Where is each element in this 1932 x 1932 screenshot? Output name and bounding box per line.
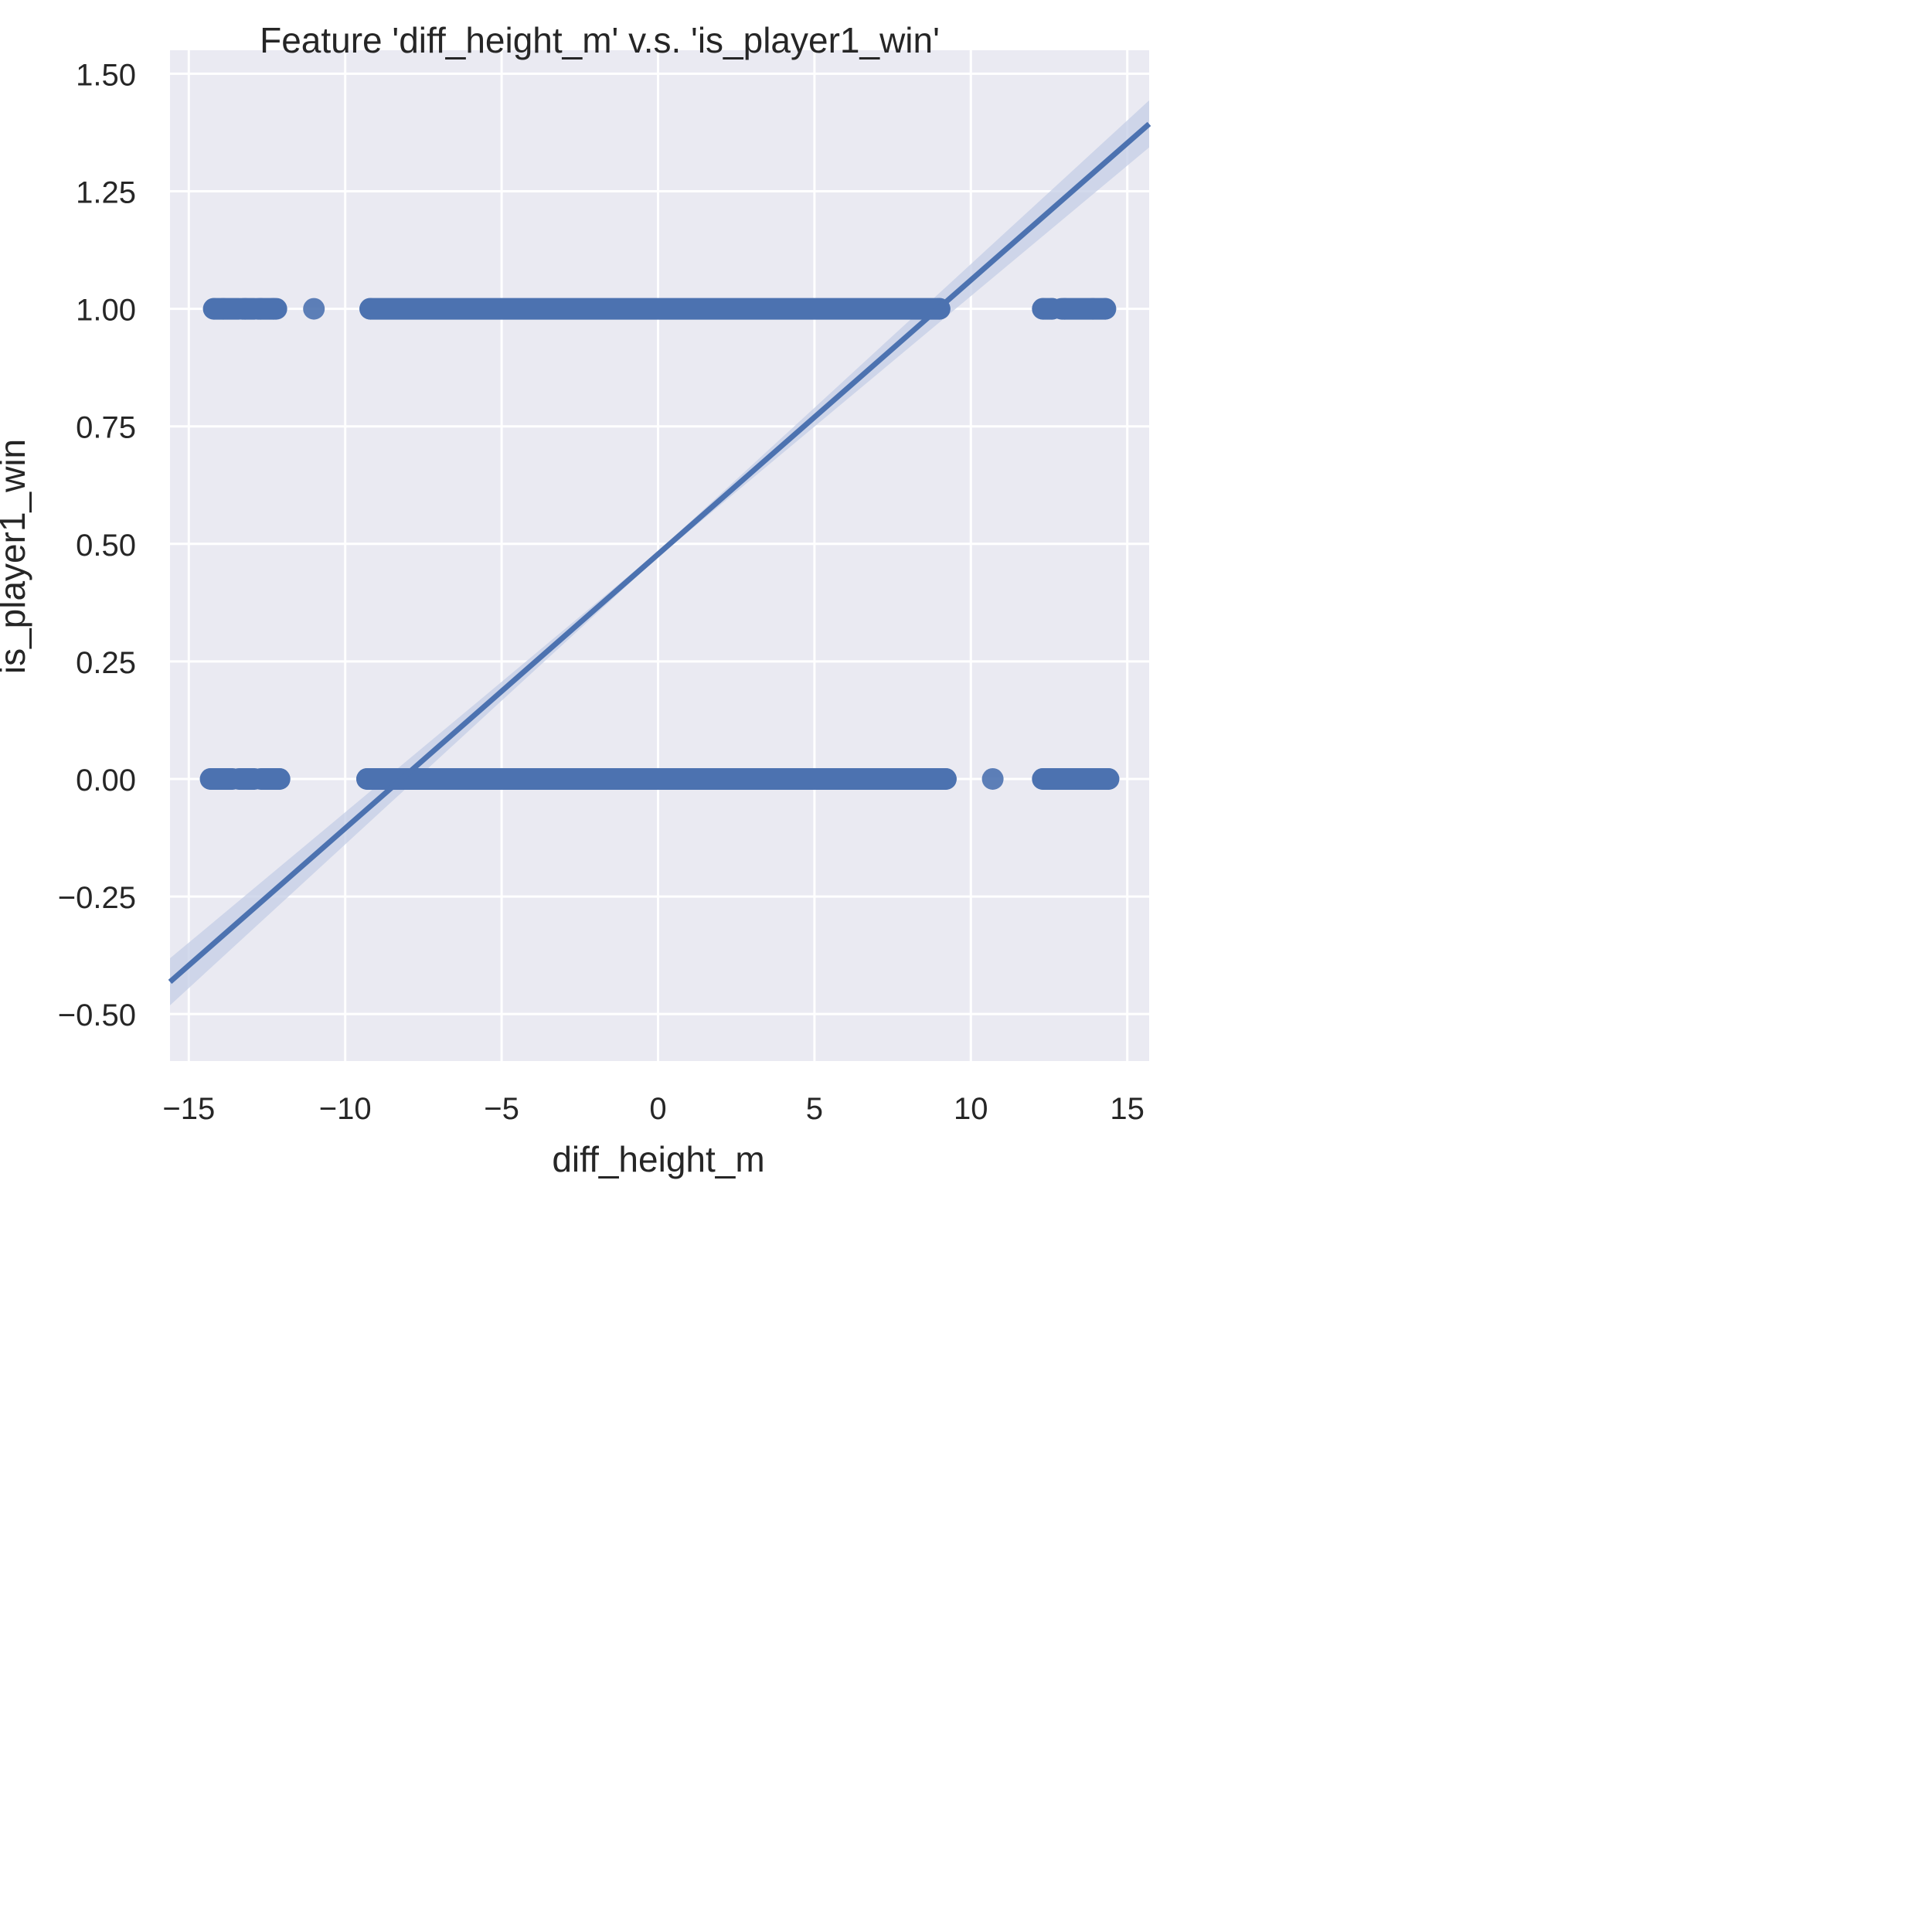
scatter-point [1097,767,1120,790]
scatter-point [359,298,382,320]
x-tick-label: −15 [162,1092,215,1126]
regression-line-layer [168,121,1151,985]
y-axis-label: is_player1_win [0,439,32,674]
scatter-point [215,767,237,790]
x-tick-label: 0 [649,1092,666,1126]
scatter-point [212,298,234,320]
scatter-point [303,298,325,320]
y-tick-label: 0.50 [76,529,136,563]
x-tick-label: −5 [484,1092,519,1126]
x-tick-label: 5 [806,1092,823,1126]
y-tick-label: −0.25 [58,881,136,915]
x-tick-label: −10 [319,1092,372,1126]
chart: −15 −10 −5 0 5 10 15 −0.50 −0.25 0.00 0.25 0.50 0.75… [0,0,1197,1199]
scatter-point [981,767,1004,790]
chart-title: Feature 'diff_height_m' v.s. 'is_player1… [260,20,940,60]
scatter-point [268,767,291,790]
scatter-point [934,767,957,790]
scatter-point [199,767,222,790]
x-tick-label: 15 [1110,1092,1145,1126]
scatter-point [237,767,260,790]
y-tick-label: 0.75 [76,411,136,445]
tick-label-layer: −15 −10 −5 0 5 10 15 −0.50 −0.25 0.00 0.25 0.50 0.75… [58,58,1145,1126]
x-tick-label: 10 [954,1092,988,1126]
chart-svg: −15 −10 −5 0 5 10 15 −0.50 −0.25 0.00 0.25 0.50 0.75… [0,20,1151,1179]
scatter-point [1094,298,1117,320]
scatter-point [1044,767,1066,790]
y-tick-label: 0.25 [76,646,136,680]
y-tick-label: 1.50 [76,58,136,92]
scatter-point [262,298,284,320]
scatter-point [1053,298,1076,320]
y-tick-label: 1.25 [76,176,136,210]
regression-line [168,121,1151,985]
scatter-point [1072,767,1094,790]
y-tick-label: 0.00 [76,764,136,798]
x-axis-label: diff_height_m [552,1139,764,1179]
scatter-point [234,298,257,320]
y-tick-label: −0.50 [58,998,136,1032]
y-tick-label: 1.00 [76,294,136,328]
scatter-point [356,767,379,790]
